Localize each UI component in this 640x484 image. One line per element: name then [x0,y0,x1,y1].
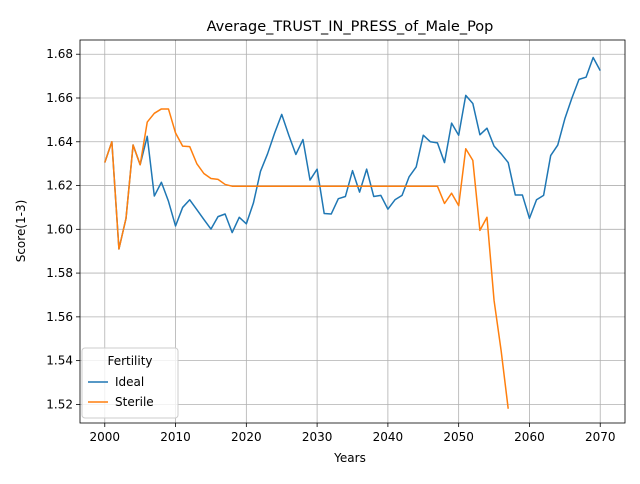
y-tick-label: 1.56 [46,310,73,324]
plot-area-frame [79,39,626,424]
chart-title: Average_TRUST_IN_PRESS_of_Male_Pop [207,19,494,35]
x-axis-label: Years [333,451,366,465]
y-tick-label: 1.62 [46,179,73,193]
y-tick-label: 1.60 [46,222,73,236]
legend-label-ideal: Ideal [115,375,144,389]
legend-label-sterile: Sterile [115,395,154,409]
legend-box [81,347,179,419]
x-tick-label: 2010 [160,430,191,444]
y-tick-label: 1.58 [46,266,73,280]
series-line-sterile [104,108,509,409]
legend-entries: Ideal Sterile [88,375,154,409]
x-tick-label: 2070 [585,430,616,444]
legend: Fertility Ideal Sterile [81,347,179,419]
y-tick-label: 1.66 [46,91,73,105]
x-tick-label: 2050 [443,430,474,444]
x-axis-ticks: 2000 2010 2020 2030 2040 2050 2060 2070 [89,423,616,444]
y-tick-label: 1.64 [46,135,73,149]
x-tick-label: 2060 [514,430,545,444]
y-tick-label: 1.68 [46,47,73,61]
y-tick-label: 1.54 [46,354,73,368]
y-tick-label: 1.52 [46,397,73,411]
data-series [104,56,601,409]
x-tick-label: 2020 [231,430,262,444]
series-line-ideal [104,56,601,250]
x-tick-label: 2030 [302,430,333,444]
x-tick-label: 2040 [373,430,404,444]
x-tick-label: 2000 [89,430,120,444]
y-axis-label: Score(1-3) [14,200,28,263]
legend-title: Fertility [107,354,152,368]
y-axis-ticks: 1.52 1.54 1.56 1.58 1.60 1.62 1.64 1.66 1.68 [46,47,80,411]
